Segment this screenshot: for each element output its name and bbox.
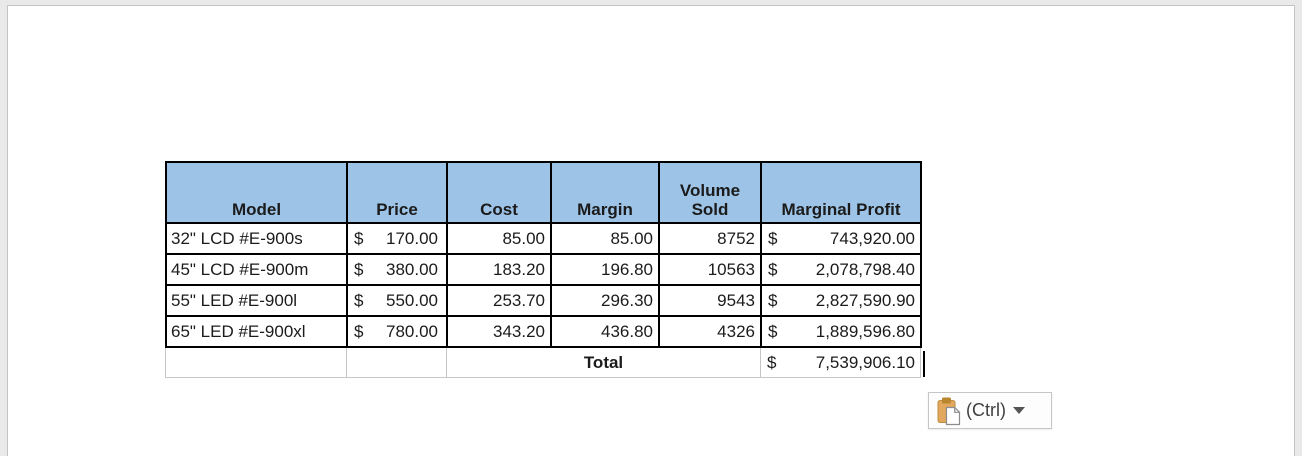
cell-model[interactable]: 45" LCD #E-900m [167,255,348,286]
header-price[interactable]: Price [348,163,448,224]
text-caret [923,351,925,377]
header-volume-sold[interactable]: Volume Sold [660,163,762,224]
currency-symbol: $ [768,321,778,341]
cell-model[interactable]: 55" LED #E-900l [167,286,348,317]
cell-cost[interactable]: 85.00 [448,224,552,255]
paste-options-button[interactable]: (Ctrl) [928,392,1052,429]
header-marginal-profit[interactable]: Marginal Profit [762,163,922,224]
cell-price[interactable]: $ 780.00 [348,317,448,348]
currency-symbol: $ [354,290,364,310]
currency-symbol: $ [768,259,778,279]
cell-price[interactable]: $ 550.00 [348,286,448,317]
cell-volume[interactable]: 4326 [660,317,762,348]
cell-margin[interactable]: 436.80 [552,317,660,348]
header-cost[interactable]: Cost [448,163,552,224]
currency-symbol: $ [768,228,778,248]
cell-price[interactable]: $ 380.00 [348,255,448,286]
pasted-table: Model Price Cost Margin Volume Sold Marg… [165,161,922,378]
profit-value: 1,889,596.80 [815,321,915,341]
cell-margin[interactable]: 85.00 [552,224,660,255]
cell-marginal-profit[interactable]: $ 2,078,798.40 [762,255,922,286]
total-value: 7,539,906.10 [815,352,915,372]
cell-marginal-profit[interactable]: $ 2,827,590.90 [762,286,922,317]
cell-volume[interactable]: 10563 [660,255,762,286]
cell-marginal-profit[interactable]: $ 1,889,596.80 [762,317,922,348]
cell-volume[interactable]: 9543 [660,286,762,317]
cell-marginal-profit[interactable]: $ 743,920.00 [762,224,922,255]
table-total-row: Total $ 7,539,906.10 [165,348,922,378]
paste-options-label: (Ctrl) [966,400,1006,420]
profit-value: 2,827,590.90 [815,290,915,310]
currency-symbol: $ [767,352,777,372]
currency-symbol: $ [354,228,364,248]
cell-cost[interactable]: 183.20 [448,255,552,286]
header-margin[interactable]: Margin [552,163,660,224]
price-value: 550.00 [386,290,438,310]
cell-model[interactable]: 65" LED #E-900xl [167,317,348,348]
cell-volume[interactable]: 8752 [660,224,762,255]
total-value-cell[interactable]: $ 7,539,906.10 [761,348,921,378]
cell-model[interactable]: 32" LCD #E-900s [167,224,348,255]
cell-margin[interactable]: 296.30 [552,286,660,317]
cell-margin[interactable]: 196.80 [552,255,660,286]
cell-cost[interactable]: 253.70 [448,286,552,317]
profit-value: 743,920.00 [829,228,915,248]
cell-cost[interactable]: 343.20 [448,317,552,348]
total-empty-cell[interactable] [166,348,347,378]
header-model[interactable]: Model [167,163,348,224]
price-value: 170.00 [386,228,438,248]
price-value: 380.00 [386,259,438,279]
currency-symbol: $ [354,259,364,279]
currency-symbol: $ [768,290,778,310]
cell-price[interactable]: $ 170.00 [348,224,448,255]
profit-value: 2,078,798.40 [815,259,915,279]
total-label-cell[interactable]: Total [447,348,761,378]
document-page[interactable]: Model Price Cost Margin Volume Sold Marg… [7,5,1295,456]
chevron-down-icon[interactable] [1012,407,1025,414]
clipboard-paste-icon [936,396,963,426]
currency-symbol: $ [354,321,364,341]
price-value: 780.00 [386,321,438,341]
table-main: Model Price Cost Margin Volume Sold Marg… [165,161,922,348]
total-empty-cell[interactable] [347,348,447,378]
